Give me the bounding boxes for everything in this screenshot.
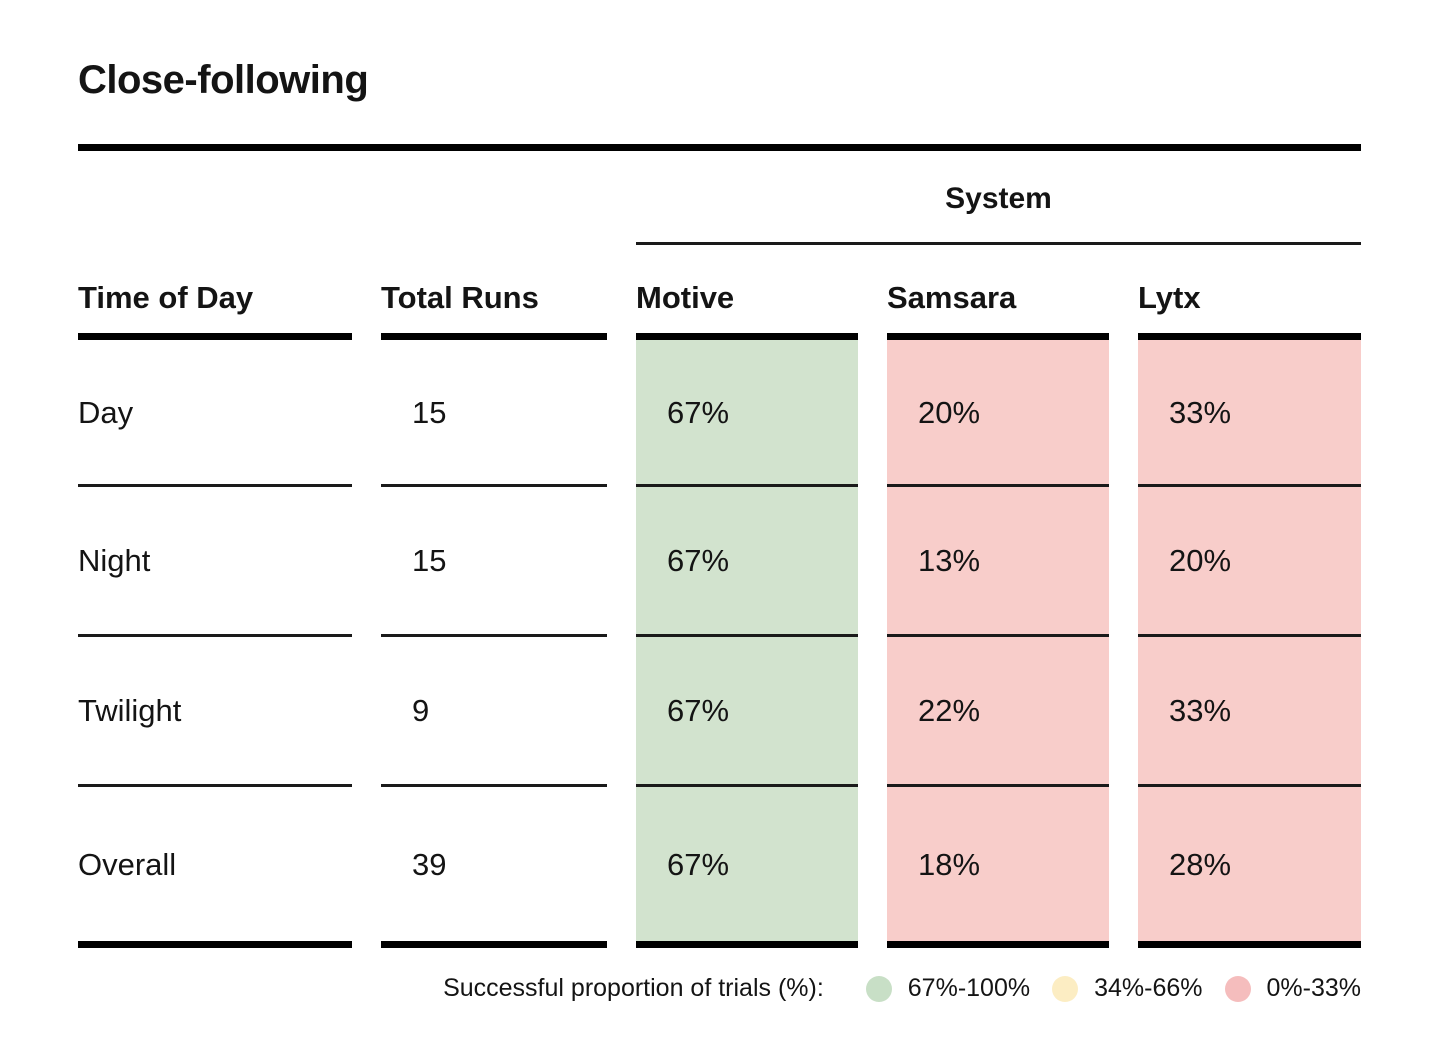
lytx-cell: 33% — [1138, 637, 1361, 787]
system-group-header: System — [636, 151, 1361, 245]
table-row-twilight: Twilight 9 67% 22% 33% — [78, 637, 1361, 787]
legend-yellow-dot-icon — [1052, 975, 1079, 1002]
legend-green-dot-icon — [865, 975, 892, 1002]
motive-cell: 67% — [636, 637, 858, 787]
motive-cell: 67% — [636, 487, 858, 637]
total-runs-cell: 15 — [381, 487, 607, 637]
row-label: Overall — [78, 787, 352, 948]
legend-item-label: 34%-66% — [1094, 974, 1203, 1002]
legend-item-label: 67%-100% — [907, 974, 1031, 1002]
motive-cell: 67% — [636, 787, 858, 948]
table-row-overall: Overall 39 67% 18% 28% — [78, 787, 1361, 948]
legend-red-dot-icon — [1224, 975, 1251, 1002]
total-runs-cell: 15 — [381, 340, 607, 487]
report-page: Close-following System Time of Day Total… — [78, 0, 1361, 1003]
total-runs-cell: 39 — [381, 787, 607, 948]
row-label: Day — [78, 340, 352, 487]
legend-item-high: 67%-100% — [865, 974, 1031, 1003]
samsara-cell: 18% — [887, 787, 1109, 948]
lytx-cell: 20% — [1138, 487, 1361, 637]
total-runs-cell: 9 — [381, 637, 607, 787]
table-header-row: Time of Day Total Runs Motive Samsara Ly… — [78, 245, 1361, 340]
system-group-label: System — [945, 182, 1052, 215]
page-title: Close-following — [78, 58, 369, 102]
column-header-lytx: Lytx — [1138, 245, 1361, 340]
column-header-time-of-day: Time of Day — [78, 245, 352, 340]
motive-cell: 67% — [636, 340, 858, 487]
legend-item-mid: 34%-66% — [1052, 974, 1203, 1003]
top-divider — [78, 144, 1361, 151]
table-row-night: Night 15 67% 13% 20% — [78, 487, 1361, 637]
row-label: Twilight — [78, 637, 352, 787]
row-label: Night — [78, 487, 352, 637]
column-header-motive: Motive — [636, 245, 858, 340]
samsara-cell: 13% — [887, 487, 1109, 637]
lytx-cell: 33% — [1138, 340, 1361, 487]
table-row-day: Day 15 67% 20% 33% — [78, 340, 1361, 487]
lytx-cell: 28% — [1138, 787, 1361, 948]
column-header-samsara: Samsara — [887, 245, 1109, 340]
legend-item-low: 0%-33% — [1224, 974, 1362, 1003]
legend-item-label: 0%-33% — [1266, 974, 1362, 1002]
legend: Successful proportion of trials (%): 67%… — [78, 974, 1361, 1003]
system-spanner-row: System — [78, 151, 1361, 245]
samsara-cell: 22% — [887, 637, 1109, 787]
column-header-total-runs: Total Runs — [381, 245, 607, 340]
samsara-cell: 20% — [887, 340, 1109, 487]
legend-title: Successful proportion of trials (%): — [443, 974, 824, 1002]
